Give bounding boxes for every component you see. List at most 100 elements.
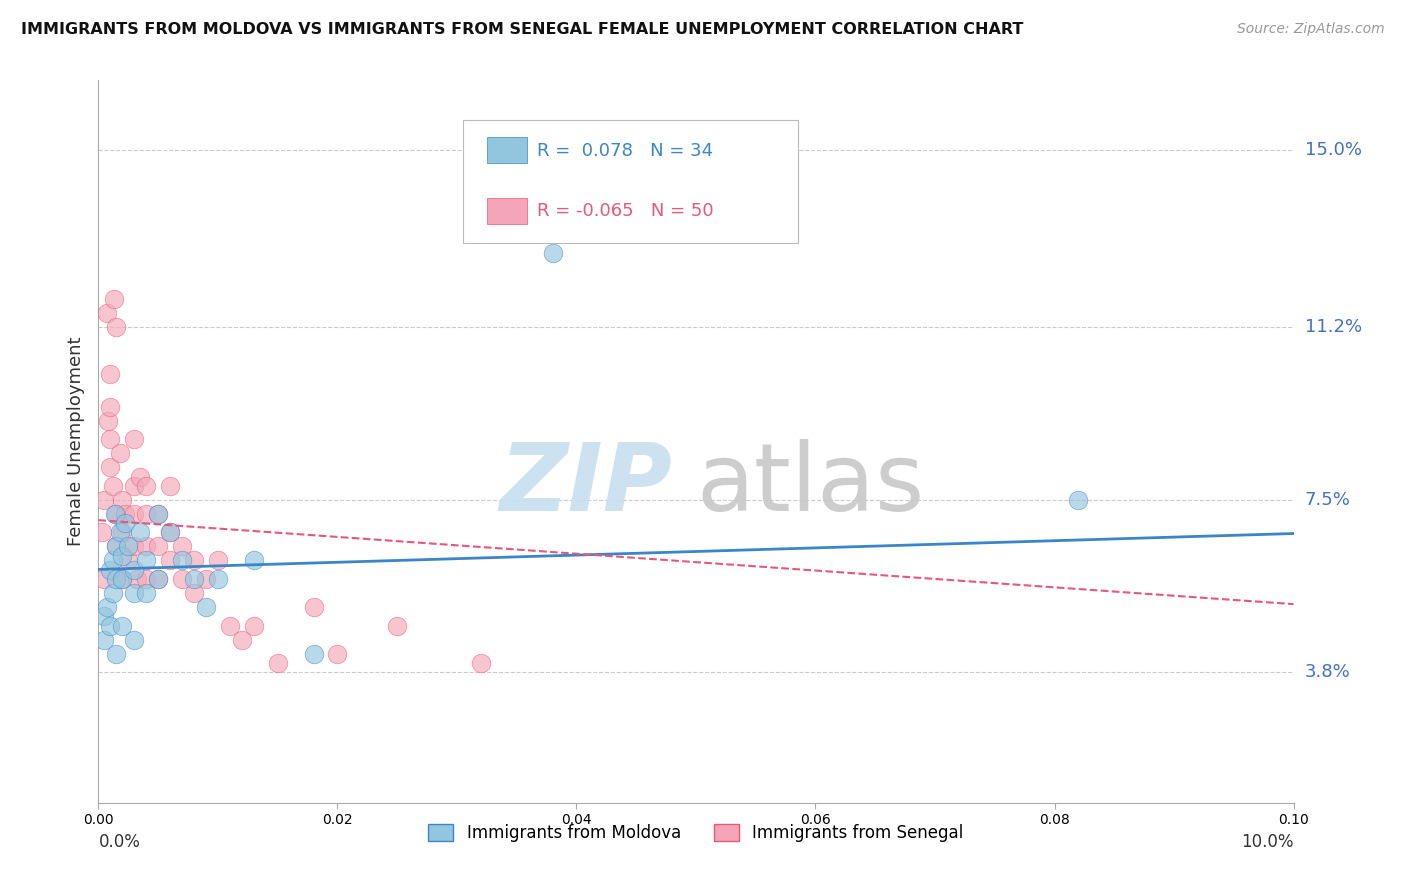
Point (135, 572, 157, 586)
Point (93, 609, 115, 624)
Point (129, 525, 152, 540)
Point (243, 553, 266, 567)
Point (135, 479, 157, 493)
Point (93, 632, 115, 647)
Legend: Immigrants from Moldova, Immigrants from Senegal: Immigrants from Moldova, Immigrants from… (422, 817, 970, 848)
Point (101, 553, 124, 567)
Point (135, 507, 157, 521)
Point (207, 572, 229, 586)
Point (96, 600, 118, 615)
Point (101, 479, 124, 493)
Point (103, 293, 125, 307)
Point (1067, 492, 1090, 507)
FancyBboxPatch shape (486, 137, 527, 163)
Point (91, 525, 114, 540)
Point (183, 572, 205, 586)
Point (105, 647, 128, 661)
Point (117, 540, 139, 554)
Point (98, 432, 122, 446)
Point (124, 507, 146, 521)
Point (231, 632, 253, 647)
Point (159, 553, 181, 567)
Point (148, 572, 170, 586)
Point (101, 586, 124, 600)
Text: Source: ZipAtlas.com: Source: ZipAtlas.com (1237, 22, 1385, 37)
Point (93, 572, 115, 586)
Text: 7.5%: 7.5% (1305, 491, 1351, 508)
Point (172, 553, 194, 567)
Point (98, 563, 122, 577)
Point (124, 586, 146, 600)
FancyBboxPatch shape (463, 120, 797, 243)
Point (470, 656, 492, 670)
Point (93, 492, 115, 507)
Point (172, 572, 194, 586)
Point (124, 479, 146, 493)
Point (135, 540, 157, 554)
Point (105, 540, 128, 554)
Point (124, 563, 146, 577)
Point (108, 525, 131, 540)
Y-axis label: Female Unemployment: Female Unemployment (66, 337, 84, 546)
Point (111, 572, 134, 586)
Point (302, 647, 325, 661)
Point (159, 525, 181, 540)
Point (148, 507, 170, 521)
Point (117, 553, 139, 567)
Point (111, 492, 134, 507)
Point (385, 618, 409, 632)
Point (114, 507, 136, 521)
Point (159, 525, 181, 540)
Text: atlas: atlas (696, 439, 924, 531)
Point (135, 586, 157, 600)
Point (124, 632, 146, 647)
Point (98, 618, 122, 632)
Point (195, 600, 218, 615)
Point (195, 572, 218, 586)
Text: IMMIGRANTS FROM MOLDOVA VS IMMIGRANTS FROM SENEGAL FEMALE UNEMPLOYMENT CORRELATI: IMMIGRANTS FROM MOLDOVA VS IMMIGRANTS FR… (21, 22, 1024, 37)
Text: 15.0%: 15.0% (1305, 141, 1361, 159)
Point (125, 572, 148, 586)
Text: 3.8%: 3.8% (1305, 664, 1350, 681)
Point (105, 540, 128, 554)
Text: 10.0%: 10.0% (1241, 833, 1294, 851)
Point (219, 618, 242, 632)
Point (98, 460, 122, 475)
Point (148, 572, 170, 586)
Point (98, 367, 122, 381)
Point (183, 586, 205, 600)
Point (96, 306, 118, 320)
Text: ZIP: ZIP (499, 439, 672, 531)
Point (111, 549, 134, 563)
Point (129, 469, 152, 483)
Point (97, 413, 120, 427)
Point (98, 400, 122, 414)
Point (124, 432, 146, 446)
Point (111, 525, 134, 540)
Point (207, 553, 229, 567)
Text: R = -0.065   N = 50: R = -0.065 N = 50 (537, 202, 714, 220)
Point (105, 320, 128, 334)
Point (243, 618, 266, 632)
Text: 11.2%: 11.2% (1305, 318, 1362, 336)
Point (148, 540, 170, 554)
Point (105, 572, 128, 586)
Point (108, 446, 131, 460)
Text: 0.0%: 0.0% (98, 833, 141, 851)
Point (267, 656, 290, 670)
Point (104, 507, 127, 521)
Point (148, 507, 170, 521)
Point (124, 540, 146, 554)
Point (159, 479, 181, 493)
Point (183, 553, 205, 567)
Point (541, 245, 564, 260)
Point (111, 572, 134, 586)
Point (105, 507, 128, 521)
FancyBboxPatch shape (486, 198, 527, 224)
Point (172, 540, 194, 554)
Point (114, 516, 136, 530)
Text: R =  0.078   N = 34: R = 0.078 N = 34 (537, 142, 713, 160)
Point (111, 618, 134, 632)
Point (326, 647, 349, 661)
Point (135, 553, 157, 567)
